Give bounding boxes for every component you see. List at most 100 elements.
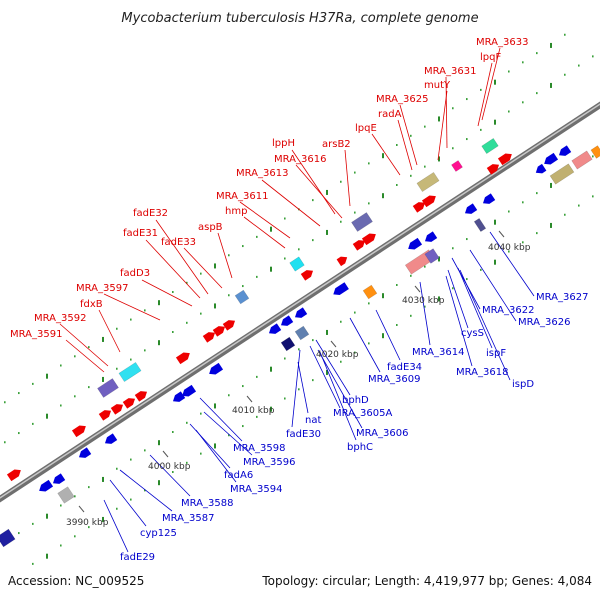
- gene-label-mra-3613[interactable]: MRA_3613: [236, 168, 288, 179]
- gene-label-ispd[interactable]: ispD: [512, 379, 534, 390]
- gene-label-fade29[interactable]: fadE29: [120, 552, 155, 563]
- forward-gene-arrow[interactable]: [110, 401, 125, 415]
- gene-label-mra-3614[interactable]: MRA_3614: [412, 347, 464, 358]
- feature-box[interactable]: [351, 212, 373, 232]
- forward-gene-arrow[interactable]: [412, 199, 427, 213]
- reverse-gene-arrow[interactable]: [331, 282, 349, 297]
- forward-gene-arrow[interactable]: [336, 254, 350, 267]
- forward-gene-arrow[interactable]: [222, 317, 237, 331]
- gene-label-mra-3611[interactable]: MRA_3611: [216, 191, 268, 202]
- gene-label-mra-3597[interactable]: MRA_3597: [76, 283, 128, 294]
- gene-label-mra-3594[interactable]: MRA_3594: [230, 484, 282, 495]
- gene-label-fade34[interactable]: fadE34: [387, 362, 422, 373]
- feature-box[interactable]: [416, 171, 440, 193]
- reverse-gene-arrow[interactable]: [481, 193, 496, 206]
- gene-label-fada6[interactable]: fadA6: [224, 470, 253, 481]
- forward-gene-arrow[interactable]: [122, 395, 137, 409]
- gene-label-nat[interactable]: nat: [305, 415, 321, 426]
- feature-box[interactable]: [424, 248, 440, 264]
- gene-label-mra-3631[interactable]: MRA_3631: [424, 66, 476, 77]
- forward-gene-arrow[interactable]: [421, 193, 438, 208]
- forward-gene-arrow[interactable]: [212, 323, 227, 337]
- feature-box[interactable]: [549, 163, 575, 185]
- reverse-gene-arrow[interactable]: [171, 391, 186, 404]
- feature-box[interactable]: [294, 325, 310, 341]
- feature-box[interactable]: [234, 289, 250, 305]
- gene-label-arsb2[interactable]: arsB2: [322, 139, 351, 150]
- gene-label-hmp[interactable]: hmp: [225, 206, 247, 217]
- gene-label-mra-3606[interactable]: MRA_3606: [356, 428, 408, 439]
- gene-label-mra-3609[interactable]: MRA_3609: [368, 374, 420, 385]
- gene-label-bphd[interactable]: bphD: [342, 395, 369, 406]
- gene-label-fade31[interactable]: fadE31: [123, 228, 158, 239]
- feature-box[interactable]: [0, 528, 16, 548]
- forward-gene-arrow[interactable]: [497, 151, 514, 166]
- forward-gene-arrow[interactable]: [361, 231, 378, 246]
- feature-box[interactable]: [97, 378, 119, 398]
- feature-box[interactable]: [118, 361, 142, 383]
- feature-box[interactable]: [57, 486, 75, 504]
- forward-gene-arrow[interactable]: [202, 329, 217, 343]
- reverse-gene-arrow[interactable]: [207, 362, 224, 377]
- gene-label-mra-3622[interactable]: MRA_3622: [482, 305, 534, 316]
- gene-label-aspb[interactable]: aspB: [198, 222, 223, 233]
- reverse-gene-arrow[interactable]: [406, 237, 423, 252]
- gene-label-mra-3616[interactable]: MRA_3616: [274, 154, 326, 165]
- gene-label-lpqf[interactable]: lpqF: [480, 52, 501, 63]
- feature-box[interactable]: [362, 284, 378, 300]
- reverse-gene-arrow[interactable]: [37, 479, 54, 494]
- reverse-gene-arrow[interactable]: [103, 433, 118, 446]
- gene-label-fade32[interactable]: fadE32: [133, 208, 168, 219]
- gene-label-lpph[interactable]: lppH: [272, 138, 295, 149]
- gene-label-mra-3598[interactable]: MRA_3598: [233, 443, 285, 454]
- gene-label-fade30[interactable]: fadE30: [286, 429, 321, 440]
- feature-box[interactable]: [451, 160, 463, 172]
- reverse-gene-arrow[interactable]: [463, 203, 478, 216]
- forward-gene-arrow[interactable]: [300, 267, 315, 281]
- reverse-gene-arrow[interactable]: [557, 145, 572, 158]
- forward-gene-arrow[interactable]: [6, 467, 23, 482]
- gene-label-ispf[interactable]: ispF: [486, 348, 506, 359]
- reverse-gene-arrow[interactable]: [279, 315, 294, 328]
- gene-label-fadd3[interactable]: fadD3: [120, 268, 150, 279]
- gene-label-mra-3625[interactable]: MRA_3625: [376, 94, 428, 105]
- gene-label-cyp125[interactable]: cyp125: [140, 528, 177, 539]
- gene-label-mra-3627[interactable]: MRA_3627: [536, 292, 588, 303]
- gene-label-fade33[interactable]: fadE33: [161, 237, 196, 248]
- reverse-gene-arrow[interactable]: [542, 152, 559, 167]
- forward-gene-arrow[interactable]: [175, 350, 192, 365]
- forward-gene-arrow[interactable]: [98, 407, 113, 421]
- gene-label-mra-3591[interactable]: MRA_3591: [10, 329, 62, 340]
- gene-label-mra-3605a[interactable]: MRA_3605A: [333, 408, 392, 419]
- forward-gene-arrow[interactable]: [134, 388, 149, 402]
- gene-label-mra-3633[interactable]: MRA_3633: [476, 37, 528, 48]
- reverse-gene-arrow[interactable]: [534, 163, 547, 176]
- gene-label-mra-3626[interactable]: MRA_3626: [518, 317, 570, 328]
- gene-label-mra-3587[interactable]: MRA_3587: [162, 513, 214, 524]
- forward-gene-arrow[interactable]: [71, 423, 88, 438]
- ruler-dot: [18, 532, 20, 535]
- gene-label-fdxb[interactable]: fdxB: [80, 299, 103, 310]
- feature-box[interactable]: [289, 256, 305, 272]
- forward-gene-arrow[interactable]: [352, 237, 367, 251]
- forward-gene-arrow[interactable]: [486, 161, 501, 175]
- reverse-gene-arrow[interactable]: [293, 307, 308, 320]
- gene-label-rada[interactable]: radA: [378, 109, 402, 120]
- reverse-gene-arrow[interactable]: [423, 231, 438, 244]
- gene-label-lpqe[interactable]: lpqE: [355, 123, 377, 134]
- reverse-gene-arrow[interactable]: [180, 384, 197, 399]
- gene-label-bphc[interactable]: bphC: [347, 442, 373, 453]
- feature-box[interactable]: [280, 336, 296, 352]
- gene-label-cyss[interactable]: cysS: [461, 328, 484, 339]
- gene-label-mra-3592[interactable]: MRA_3592: [34, 313, 86, 324]
- reverse-gene-arrow[interactable]: [51, 473, 66, 486]
- gene-label-mra-3618[interactable]: MRA_3618: [456, 367, 508, 378]
- gene-label-mra-3596[interactable]: MRA_3596: [243, 457, 295, 468]
- feature-box[interactable]: [481, 138, 499, 154]
- feature-box[interactable]: [473, 217, 487, 233]
- reverse-gene-arrow[interactable]: [267, 323, 282, 336]
- reverse-gene-arrow[interactable]: [77, 447, 92, 460]
- gene-label-muty[interactable]: mutY: [424, 80, 451, 91]
- feature-box[interactable]: [571, 150, 593, 170]
- gene-label-mra-3588[interactable]: MRA_3588: [181, 498, 233, 509]
